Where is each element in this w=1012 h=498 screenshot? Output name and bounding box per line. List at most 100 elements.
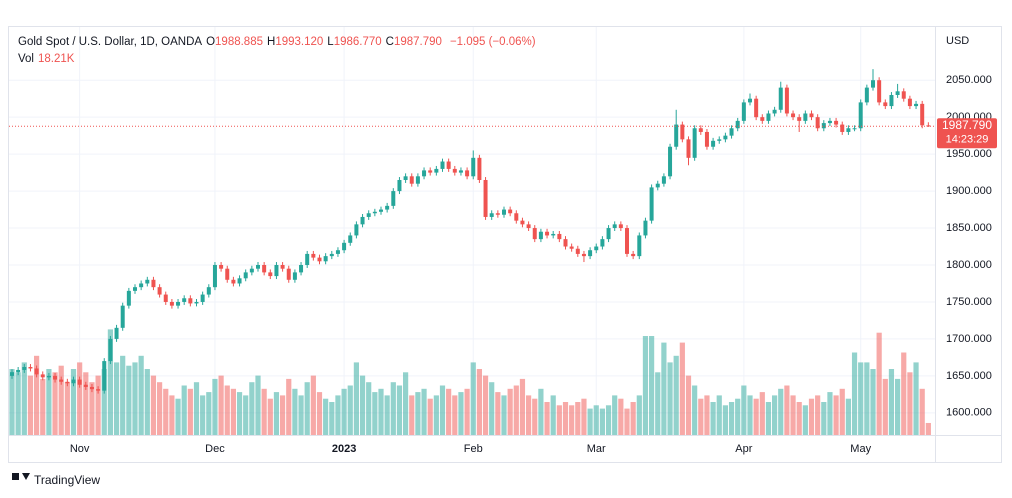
field-key: C bbox=[385, 36, 394, 48]
candle-body bbox=[434, 168, 439, 173]
last-price-label: 1987.790 bbox=[942, 118, 992, 132]
candle-body bbox=[625, 228, 629, 254]
candle-body bbox=[581, 253, 586, 257]
x-tick-label: Apr bbox=[735, 443, 752, 455]
volume-bar bbox=[27, 375, 34, 435]
candle-body bbox=[188, 298, 193, 304]
volume-bar bbox=[728, 402, 735, 435]
volume-bar bbox=[212, 378, 218, 435]
volume-bar bbox=[427, 398, 433, 435]
volume-bar bbox=[157, 382, 163, 435]
candle-body bbox=[631, 253, 636, 257]
volume-bar bbox=[476, 369, 482, 435]
candle-body bbox=[28, 367, 33, 369]
candle-body bbox=[22, 367, 27, 370]
volume-bar bbox=[132, 362, 138, 435]
candle-body bbox=[348, 235, 353, 243]
candle-body bbox=[206, 287, 211, 295]
candle-body bbox=[606, 228, 611, 240]
last-price-box bbox=[937, 118, 997, 149]
volume-bar bbox=[759, 392, 765, 435]
candle-body bbox=[59, 379, 64, 382]
candle-body bbox=[182, 298, 187, 302]
volume-bar bbox=[458, 392, 464, 435]
candle-body bbox=[686, 139, 691, 158]
candle-body bbox=[458, 170, 463, 173]
candle-body bbox=[754, 98, 759, 118]
candle-body bbox=[274, 265, 279, 277]
volume-bar bbox=[864, 362, 870, 435]
candle-body bbox=[661, 176, 666, 184]
candle-body bbox=[784, 87, 789, 114]
volume-bar bbox=[70, 369, 77, 435]
candle-body bbox=[151, 279, 156, 288]
candle-body bbox=[852, 128, 857, 130]
candle-body bbox=[317, 257, 322, 262]
volume-bar bbox=[698, 398, 704, 435]
countdown: 14:23:29 bbox=[946, 134, 989, 146]
candle-body bbox=[71, 379, 76, 384]
volume-bar bbox=[581, 398, 587, 435]
candle-body bbox=[760, 117, 765, 121]
candle-body bbox=[489, 213, 494, 217]
candle-body bbox=[243, 272, 248, 279]
volume-bar bbox=[569, 405, 575, 435]
candle-body bbox=[299, 265, 304, 273]
volume-bar bbox=[661, 342, 667, 435]
candle-body bbox=[65, 381, 70, 384]
candle-body bbox=[477, 157, 482, 180]
volume-bar bbox=[599, 408, 605, 435]
volume-bar bbox=[64, 382, 70, 435]
volume-bar bbox=[236, 392, 243, 435]
candle-body bbox=[729, 128, 734, 136]
volume-bar bbox=[772, 395, 778, 435]
candle-body bbox=[96, 389, 101, 391]
candle-body bbox=[440, 161, 445, 169]
candle-body bbox=[858, 102, 863, 129]
volume-bar bbox=[304, 382, 310, 435]
candle-body bbox=[889, 95, 894, 107]
candle-body bbox=[821, 123, 826, 129]
brand-logo bbox=[12, 473, 30, 480]
candle-body bbox=[446, 161, 451, 169]
volume-bar bbox=[415, 392, 421, 435]
volume-bar bbox=[446, 388, 452, 435]
candle-body bbox=[53, 375, 58, 380]
volume-bar bbox=[243, 395, 249, 435]
volume-bar bbox=[335, 395, 341, 435]
volume-bar bbox=[550, 395, 556, 435]
volume-bar bbox=[89, 382, 95, 435]
candle-body bbox=[114, 327, 119, 339]
candle-body bbox=[280, 265, 285, 269]
candle-body bbox=[225, 268, 230, 280]
candle-body bbox=[588, 250, 593, 257]
y-tick-label: 1600.000 bbox=[946, 407, 992, 419]
candle-body bbox=[545, 231, 550, 236]
volume-bar bbox=[150, 375, 157, 435]
y-tick-label: 1650.000 bbox=[946, 370, 992, 382]
candle-body bbox=[212, 265, 217, 288]
candle-body bbox=[502, 209, 506, 215]
candle-body bbox=[575, 248, 580, 254]
candle-body bbox=[877, 80, 882, 103]
volume-bar bbox=[901, 352, 907, 435]
candle-body bbox=[514, 213, 519, 221]
volume-bar bbox=[710, 402, 716, 435]
candle-body bbox=[920, 103, 925, 126]
volume-bar bbox=[206, 392, 212, 435]
volume-bar bbox=[532, 398, 538, 435]
volume-bar bbox=[636, 395, 642, 435]
volume-bar bbox=[808, 398, 815, 435]
candle-body bbox=[471, 157, 476, 177]
volume-bar bbox=[138, 355, 144, 435]
candle-body bbox=[305, 253, 310, 265]
volume-bar bbox=[40, 378, 46, 435]
candle-body bbox=[194, 301, 199, 304]
candle-body bbox=[329, 253, 334, 257]
volume-bar bbox=[15, 372, 21, 435]
volume-bar bbox=[378, 388, 384, 435]
volume-bar bbox=[292, 388, 298, 435]
field-value: 1988.885 bbox=[215, 36, 263, 48]
volume-bar bbox=[735, 398, 741, 435]
volume-bar bbox=[716, 395, 722, 435]
